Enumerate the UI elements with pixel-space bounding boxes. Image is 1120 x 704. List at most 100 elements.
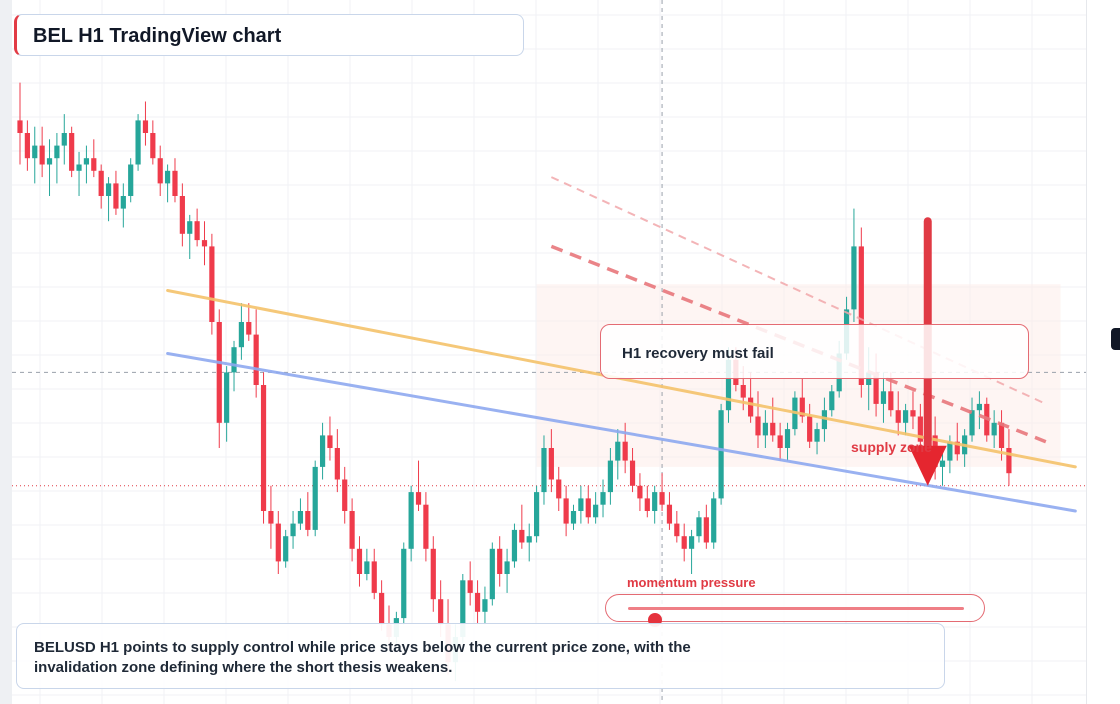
candle-body xyxy=(666,504,673,524)
candle-body xyxy=(401,548,407,619)
candle-body xyxy=(578,498,584,511)
candle-body xyxy=(83,158,90,165)
candle-body xyxy=(327,435,333,448)
candle-body xyxy=(784,429,791,448)
chart-title: BEL H1 TradingView chart xyxy=(33,25,282,47)
candle-body xyxy=(903,410,909,423)
candle-body xyxy=(511,529,518,562)
candle-body xyxy=(497,548,503,574)
bearish-arrow-head xyxy=(908,445,947,486)
candle-body xyxy=(814,429,820,442)
candle-body xyxy=(32,145,38,159)
trendline-lower xyxy=(166,352,1077,513)
candle-body xyxy=(829,391,835,411)
candle-body xyxy=(725,359,732,411)
candle-body xyxy=(489,548,495,600)
candle-body xyxy=(224,372,230,423)
candle-body xyxy=(238,322,244,348)
candle-body xyxy=(770,422,776,436)
candle-body xyxy=(91,158,97,171)
candle-body xyxy=(519,529,525,543)
candle-body xyxy=(998,422,1005,448)
summary-text: BELUSD H1 points to supply control while… xyxy=(34,639,691,676)
candle-body xyxy=(342,479,348,511)
candle-body xyxy=(98,170,104,196)
momentum-track xyxy=(628,607,964,627)
candle-body xyxy=(969,410,975,436)
candle-body xyxy=(61,133,67,146)
candle-body xyxy=(541,448,547,493)
candle-body xyxy=(69,133,75,171)
candle-body xyxy=(947,441,953,461)
candle-body xyxy=(777,435,783,448)
candle-body xyxy=(364,561,370,574)
candle-body xyxy=(851,246,857,310)
left-toolbar-strip xyxy=(0,0,12,704)
candle-body xyxy=(807,416,813,442)
candle-body xyxy=(600,492,606,505)
candle-body xyxy=(504,561,510,574)
price-scale-icon[interactable] xyxy=(1111,328,1120,350)
candle-body xyxy=(17,120,23,133)
candle-body xyxy=(548,448,554,480)
candle-body xyxy=(297,511,304,524)
candle-body xyxy=(888,391,894,411)
candle-body xyxy=(371,561,377,593)
candle-body xyxy=(157,158,163,184)
candle-body xyxy=(615,441,621,461)
candle-body xyxy=(39,145,45,165)
candle-body xyxy=(46,158,53,165)
candle-body xyxy=(563,498,569,524)
candle-body xyxy=(135,120,141,165)
candle-body xyxy=(762,422,768,436)
candle-body xyxy=(253,334,259,385)
candle-body xyxy=(150,133,156,159)
candle-body xyxy=(629,460,636,486)
candle-body xyxy=(415,492,422,505)
candle-body xyxy=(703,517,709,543)
candle-body xyxy=(674,523,680,537)
candle-body xyxy=(334,448,340,480)
momentum-slider[interactable] xyxy=(605,594,985,627)
candle-body xyxy=(290,523,296,537)
price-axis xyxy=(1086,0,1120,704)
candle-body xyxy=(1006,448,1012,474)
candle-body xyxy=(917,416,923,442)
candle-body xyxy=(408,492,414,549)
candle-body xyxy=(194,221,200,241)
candle-body xyxy=(880,391,887,404)
candle-body xyxy=(179,196,185,234)
candle-body xyxy=(423,504,429,549)
candle-body xyxy=(246,322,252,335)
candle-body xyxy=(659,492,665,505)
candle-body xyxy=(570,511,577,524)
candle-body xyxy=(128,164,134,196)
candle-body xyxy=(231,347,237,373)
candle-body xyxy=(607,460,613,493)
candle-body xyxy=(305,511,311,530)
candle-body xyxy=(460,580,466,637)
candle-body xyxy=(260,385,267,511)
candle-body xyxy=(482,599,488,612)
candle-body xyxy=(438,599,444,625)
candle-body xyxy=(430,548,436,600)
candle-body xyxy=(283,536,289,562)
candle-body xyxy=(209,246,215,322)
candle-body xyxy=(467,580,473,593)
candle-body xyxy=(939,460,946,467)
candle-body xyxy=(76,164,82,171)
candle-body xyxy=(593,504,599,518)
candle-body xyxy=(873,372,879,404)
candle-body xyxy=(379,592,385,625)
candle-body xyxy=(474,592,481,612)
candle-body xyxy=(24,133,30,159)
candle-body xyxy=(740,385,746,398)
candle-body xyxy=(268,511,274,524)
candle-body xyxy=(637,485,643,499)
candle-body xyxy=(748,397,754,417)
candle-body xyxy=(644,498,650,511)
candle-body xyxy=(120,196,126,209)
candle-body xyxy=(105,183,112,196)
candle-body xyxy=(696,517,702,537)
candle-body xyxy=(799,397,805,417)
